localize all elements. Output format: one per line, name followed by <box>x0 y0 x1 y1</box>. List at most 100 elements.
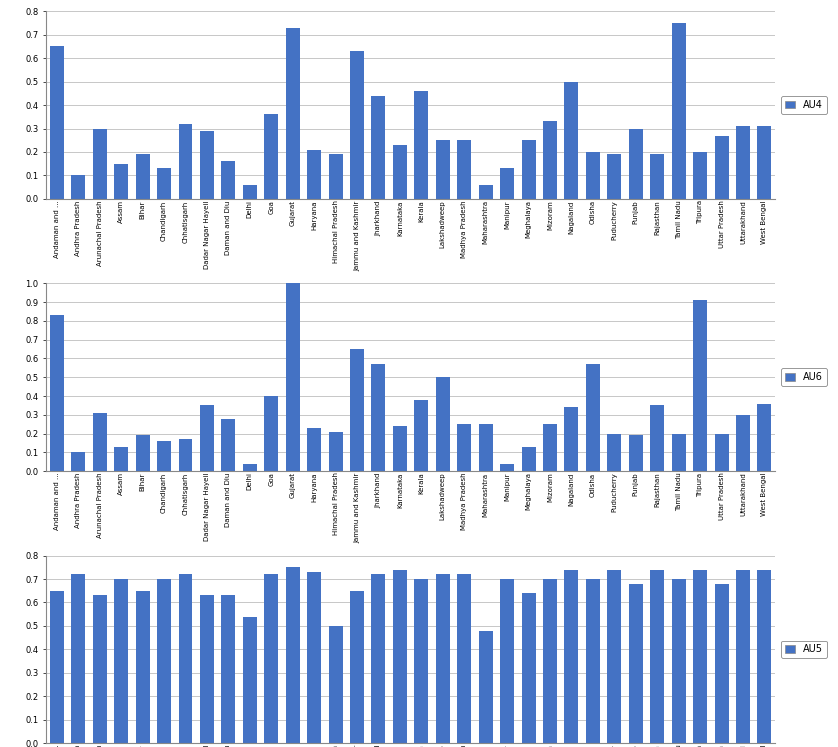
Bar <box>478 185 493 199</box>
Bar <box>371 364 385 471</box>
Bar <box>371 96 385 199</box>
Bar <box>264 574 278 743</box>
Bar <box>286 567 300 743</box>
Bar <box>243 185 256 199</box>
Bar <box>628 436 643 471</box>
Bar <box>586 579 600 743</box>
Bar <box>543 579 557 743</box>
Bar <box>436 377 450 471</box>
Bar <box>178 439 193 471</box>
Bar <box>565 407 578 471</box>
Bar <box>328 432 343 471</box>
Bar <box>650 406 665 471</box>
Bar <box>608 433 621 471</box>
Bar <box>458 574 471 743</box>
Bar <box>114 579 128 743</box>
Bar <box>543 122 557 199</box>
Bar <box>286 28 300 199</box>
Bar <box>414 91 428 199</box>
Legend: AU6: AU6 <box>782 368 826 386</box>
Bar <box>758 403 772 471</box>
Bar <box>136 436 149 471</box>
Bar <box>136 591 149 743</box>
Bar <box>49 591 64 743</box>
Bar <box>628 128 643 199</box>
Bar <box>608 570 621 743</box>
Bar <box>393 570 407 743</box>
Bar <box>758 570 772 743</box>
Bar <box>114 447 128 471</box>
Bar <box>221 161 235 199</box>
Bar <box>221 595 235 743</box>
Bar <box>350 349 364 471</box>
Bar <box>93 128 106 199</box>
Bar <box>308 149 321 199</box>
Bar <box>393 426 407 471</box>
Bar <box>650 570 665 743</box>
Bar <box>758 126 772 199</box>
Bar <box>693 300 707 471</box>
Bar <box>715 135 728 199</box>
Bar <box>178 124 193 199</box>
Bar <box>393 145 407 199</box>
Bar <box>308 428 321 471</box>
Bar <box>628 583 643 743</box>
Bar <box>200 131 214 199</box>
Bar <box>693 570 707 743</box>
Bar <box>200 406 214 471</box>
Legend: AU4: AU4 <box>782 96 826 114</box>
Bar <box>672 23 685 199</box>
Bar <box>608 155 621 199</box>
Bar <box>586 364 600 471</box>
Bar <box>49 46 64 199</box>
Bar <box>436 140 450 199</box>
Bar <box>93 413 106 471</box>
Bar <box>736 126 750 199</box>
Legend: AU5: AU5 <box>782 640 827 658</box>
Bar <box>221 418 235 471</box>
Bar <box>650 155 665 199</box>
Bar <box>243 464 256 471</box>
Bar <box>715 433 728 471</box>
Bar <box>414 400 428 471</box>
Bar <box>350 51 364 199</box>
Bar <box>157 441 171 471</box>
Bar <box>264 396 278 471</box>
Bar <box>71 176 85 199</box>
Bar <box>500 579 514 743</box>
Bar <box>114 164 128 199</box>
Bar <box>350 591 364 743</box>
Bar <box>264 114 278 199</box>
Bar <box>414 579 428 743</box>
Bar <box>436 574 450 743</box>
Bar <box>49 315 64 471</box>
Bar <box>93 595 106 743</box>
Bar <box>586 152 600 199</box>
Bar <box>178 574 193 743</box>
Bar <box>328 155 343 199</box>
Bar <box>200 595 214 743</box>
Bar <box>736 570 750 743</box>
Bar <box>478 630 493 743</box>
Bar <box>371 574 385 743</box>
Bar <box>736 415 750 471</box>
Bar <box>500 168 514 199</box>
Bar <box>157 168 171 199</box>
Bar <box>543 424 557 471</box>
Bar <box>672 433 685 471</box>
Bar <box>308 572 321 743</box>
Bar <box>458 424 471 471</box>
Bar <box>458 140 471 199</box>
Bar <box>328 626 343 743</box>
Bar <box>672 579 685 743</box>
Bar <box>521 593 535 743</box>
Bar <box>71 453 85 471</box>
Bar <box>693 152 707 199</box>
Bar <box>715 583 728 743</box>
Bar <box>500 464 514 471</box>
Bar <box>157 579 171 743</box>
Bar <box>478 424 493 471</box>
Bar <box>521 140 535 199</box>
Bar <box>286 283 300 471</box>
Bar <box>521 447 535 471</box>
